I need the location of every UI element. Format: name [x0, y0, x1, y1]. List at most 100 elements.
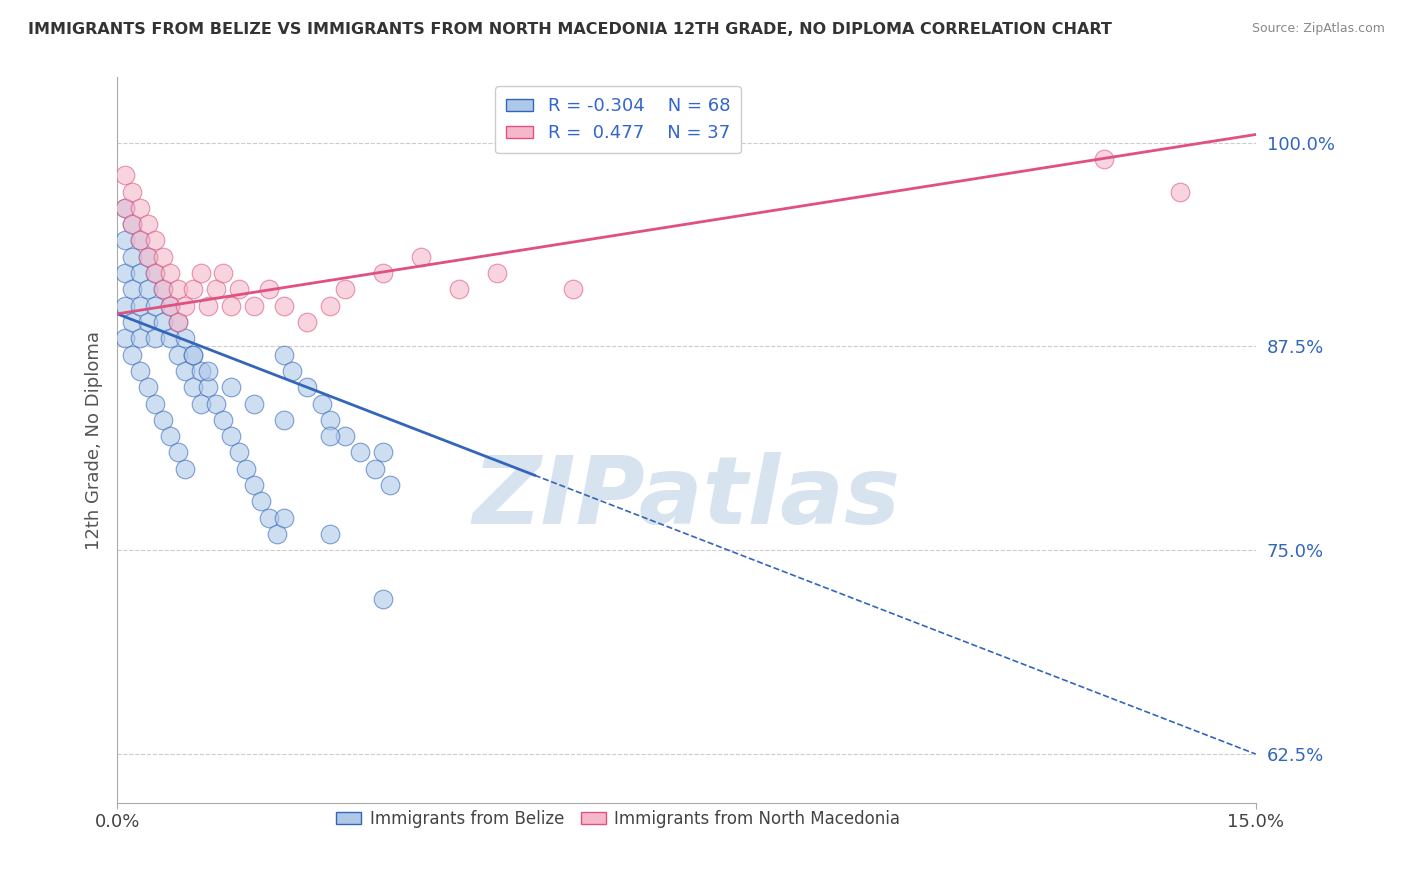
Point	[167, 282, 190, 296]
Point	[121, 185, 143, 199]
Point	[190, 266, 212, 280]
Point	[129, 234, 152, 248]
Point	[447, 282, 470, 296]
Point	[318, 299, 340, 313]
Point	[235, 461, 257, 475]
Point	[143, 299, 166, 313]
Point	[159, 299, 181, 313]
Point	[371, 266, 394, 280]
Point	[333, 282, 356, 296]
Point	[129, 266, 152, 280]
Point	[143, 234, 166, 248]
Point	[243, 299, 266, 313]
Point	[197, 299, 219, 313]
Point	[380, 478, 402, 492]
Point	[318, 527, 340, 541]
Point	[114, 201, 136, 215]
Point	[114, 331, 136, 345]
Point	[318, 429, 340, 443]
Point	[167, 445, 190, 459]
Point	[136, 282, 159, 296]
Legend: Immigrants from Belize, Immigrants from North Macedonia: Immigrants from Belize, Immigrants from …	[329, 803, 907, 835]
Point	[197, 380, 219, 394]
Point	[159, 266, 181, 280]
Point	[257, 282, 280, 296]
Point	[257, 510, 280, 524]
Point	[129, 299, 152, 313]
Point	[205, 282, 228, 296]
Point	[266, 527, 288, 541]
Point	[219, 429, 242, 443]
Point	[167, 315, 190, 329]
Point	[295, 380, 318, 394]
Point	[152, 315, 174, 329]
Point	[152, 250, 174, 264]
Point	[273, 510, 295, 524]
Point	[121, 217, 143, 231]
Point	[281, 364, 304, 378]
Text: Source: ZipAtlas.com: Source: ZipAtlas.com	[1251, 22, 1385, 36]
Point	[121, 282, 143, 296]
Point	[159, 299, 181, 313]
Y-axis label: 12th Grade, No Diploma: 12th Grade, No Diploma	[86, 331, 103, 549]
Point	[114, 266, 136, 280]
Text: IMMIGRANTS FROM BELIZE VS IMMIGRANTS FROM NORTH MACEDONIA 12TH GRADE, NO DIPLOMA: IMMIGRANTS FROM BELIZE VS IMMIGRANTS FRO…	[28, 22, 1112, 37]
Point	[561, 282, 583, 296]
Point	[159, 429, 181, 443]
Point	[143, 266, 166, 280]
Point	[181, 348, 204, 362]
Point	[129, 234, 152, 248]
Point	[197, 364, 219, 378]
Point	[129, 364, 152, 378]
Point	[318, 413, 340, 427]
Point	[243, 478, 266, 492]
Point	[136, 217, 159, 231]
Point	[129, 331, 152, 345]
Point	[273, 348, 295, 362]
Point	[485, 266, 508, 280]
Point	[228, 282, 250, 296]
Point	[371, 445, 394, 459]
Point	[121, 250, 143, 264]
Point	[114, 299, 136, 313]
Point	[212, 413, 235, 427]
Point	[243, 396, 266, 410]
Point	[228, 445, 250, 459]
Point	[167, 315, 190, 329]
Point	[181, 348, 204, 362]
Point	[181, 380, 204, 394]
Point	[364, 461, 387, 475]
Point	[190, 364, 212, 378]
Point	[114, 168, 136, 182]
Point	[190, 396, 212, 410]
Point	[136, 250, 159, 264]
Point	[159, 331, 181, 345]
Point	[174, 331, 197, 345]
Point	[167, 348, 190, 362]
Point	[136, 250, 159, 264]
Point	[152, 413, 174, 427]
Point	[136, 315, 159, 329]
Point	[273, 413, 295, 427]
Point	[311, 396, 333, 410]
Point	[121, 315, 143, 329]
Text: ZIPatlas: ZIPatlas	[472, 452, 900, 544]
Point	[409, 250, 432, 264]
Point	[205, 396, 228, 410]
Point	[349, 445, 371, 459]
Point	[371, 592, 394, 607]
Point	[114, 201, 136, 215]
Point	[1092, 152, 1115, 166]
Point	[136, 380, 159, 394]
Point	[250, 494, 273, 508]
Point	[295, 315, 318, 329]
Point	[219, 380, 242, 394]
Point	[143, 331, 166, 345]
Point	[181, 282, 204, 296]
Point	[273, 299, 295, 313]
Point	[121, 348, 143, 362]
Point	[1168, 185, 1191, 199]
Point	[121, 217, 143, 231]
Point	[174, 299, 197, 313]
Point	[152, 282, 174, 296]
